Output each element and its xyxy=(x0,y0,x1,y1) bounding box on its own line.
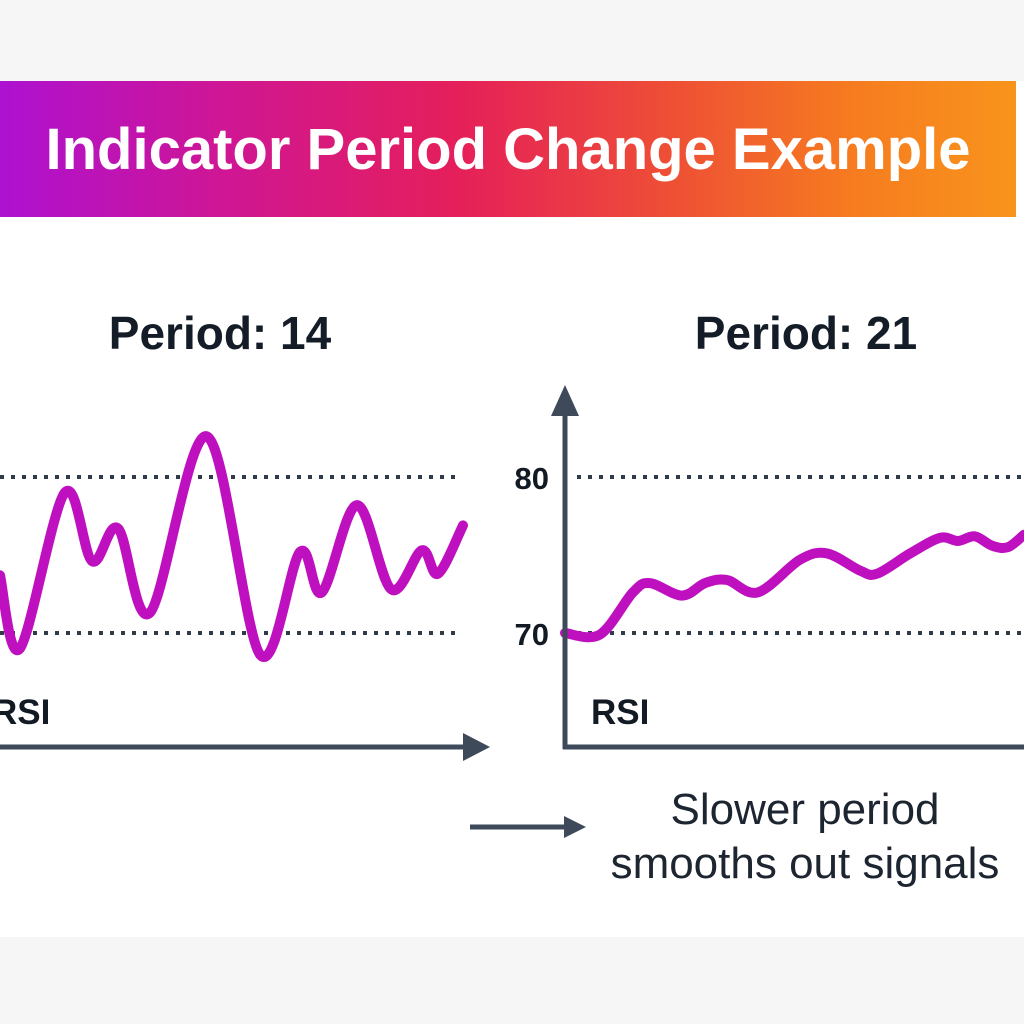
rsi-curve xyxy=(0,431,468,663)
y-tick-70: 70 xyxy=(515,617,549,652)
rsi-chart-period-21: 80 70 RSI xyxy=(515,385,1024,750)
x-axis-arrowhead-icon xyxy=(463,733,490,761)
y-axis-arrowhead-icon xyxy=(551,385,579,416)
annotation-line-1: Slower period xyxy=(670,785,940,834)
chart-title-period-21: Period: 21 xyxy=(694,307,918,359)
y-tick-80: 80 xyxy=(515,461,549,496)
chart-title-period-14: Period: 14 xyxy=(108,307,332,359)
annotation-line-2: smooths out signals xyxy=(610,839,1000,888)
annotation-caption: Slower period smooths out signals xyxy=(577,783,1024,891)
title-banner: Indicator Period Change Example xyxy=(0,81,1016,217)
transition-arrow-icon xyxy=(470,816,586,838)
rsi-label: RSI xyxy=(591,693,649,732)
banner-title: Indicator Period Change Example xyxy=(45,116,971,182)
bottom-margin-strip xyxy=(0,937,1024,1024)
top-margin-strip xyxy=(0,0,1024,81)
rsi-label: RSI xyxy=(0,693,50,732)
rsi-chart-period-14: RSI xyxy=(0,431,490,761)
rsi-curve xyxy=(560,529,1024,643)
